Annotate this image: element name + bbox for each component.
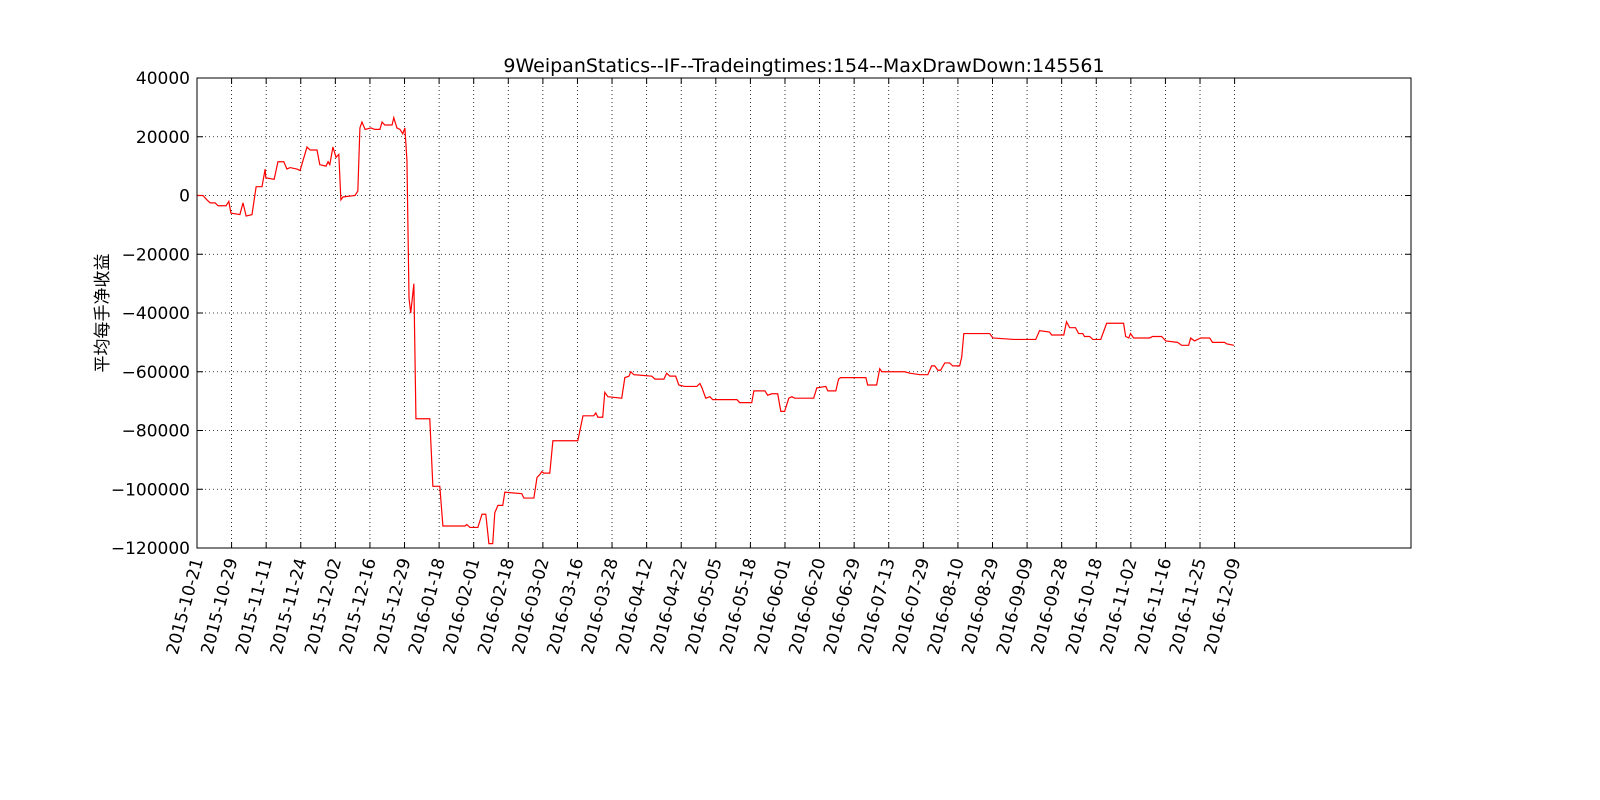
y-tick-label: −60000: [122, 363, 190, 383]
y-tick-label: −20000: [122, 245, 190, 265]
y-tick-label: −80000: [122, 422, 190, 442]
y-tick-label: 20000: [136, 128, 190, 148]
y-axis-label: 平均每手净收益: [93, 254, 113, 373]
y-tick-label: 40000: [136, 69, 190, 89]
y-tick-label: −100000: [111, 480, 190, 500]
chart-title: 9WeipanStatics--IF--Tradeingtimes:154--M…: [503, 55, 1104, 77]
y-tick-label: 0: [179, 187, 190, 207]
y-tick-label: −40000: [122, 304, 190, 324]
plot-frame: [196, 77, 1412, 549]
data-line: [197, 115, 1235, 545]
y-tick-label: −120000: [111, 539, 190, 559]
